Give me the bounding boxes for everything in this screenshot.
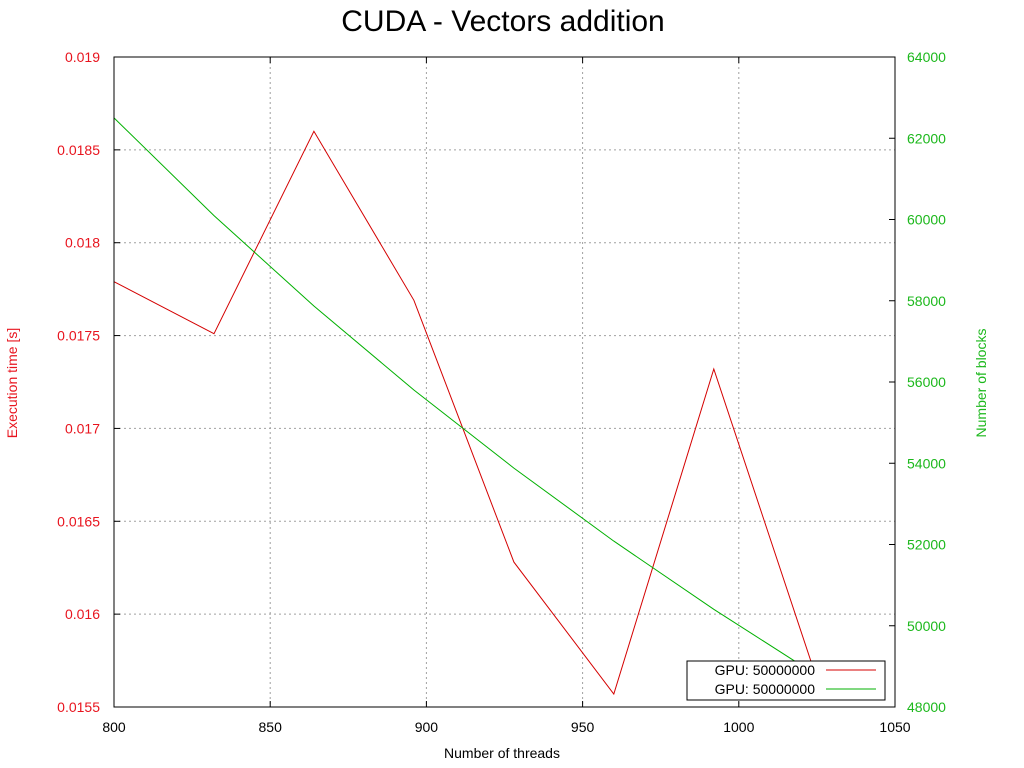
x-tick-label: 950	[571, 719, 595, 735]
y-tick-label: 0.016	[65, 606, 100, 622]
series-line-1	[113, 130, 815, 696]
y-tick-label: 0.0165	[57, 513, 100, 529]
y2-tick-label: 58000	[907, 293, 946, 309]
grid-lines	[114, 57, 895, 707]
series-lines	[113, 117, 815, 696]
legend-label-series-2: GPU: 50000000	[715, 681, 816, 697]
tick-marks	[113, 56, 896, 708]
y-tick-label: 0.018	[65, 235, 100, 251]
y-tick-label: 0.0175	[57, 328, 100, 344]
y2-tick-label: 52000	[907, 537, 946, 553]
y2-tick-label: 48000	[907, 699, 946, 715]
y2-tick-label: 54000	[907, 455, 946, 471]
y2-tick-label: 60000	[907, 212, 946, 228]
y-tick-label: 0.017	[65, 420, 100, 436]
x-tick-label: 900	[415, 719, 439, 735]
legend-label-series-1: GPU: 50000000	[715, 662, 816, 678]
y-axis-label: Execution time [s]	[4, 328, 20, 439]
x-tick-label: 800	[102, 719, 126, 735]
y2-tick-label: 62000	[907, 130, 946, 146]
legend-box	[686, 660, 886, 701]
y-tick-label: 0.019	[65, 49, 100, 65]
series-line-2	[113, 117, 815, 674]
legend: GPU: 50000000 GPU: 50000000	[686, 660, 886, 701]
y2-axis-label: Number of blocks	[973, 329, 989, 438]
x-tick-label: 1050	[879, 719, 910, 735]
plot-frame	[113, 56, 896, 708]
y-tick-label: 0.0155	[57, 699, 100, 715]
y2-tick-label: 50000	[907, 618, 946, 634]
tick-labels: 800 850 900 950 1000 1050 0.0155 0.016 0.0165 0.0…	[57, 49, 946, 735]
y-tick-label: 0.0185	[57, 142, 100, 158]
x-tick-label: 850	[259, 719, 283, 735]
y2-tick-label: 64000	[907, 49, 946, 65]
x-tick-label: 1000	[723, 719, 754, 735]
x-axis-label: Number of threads	[444, 745, 560, 761]
y2-tick-label: 56000	[907, 374, 946, 390]
chart-title: CUDA - Vectors addition	[341, 5, 664, 38]
